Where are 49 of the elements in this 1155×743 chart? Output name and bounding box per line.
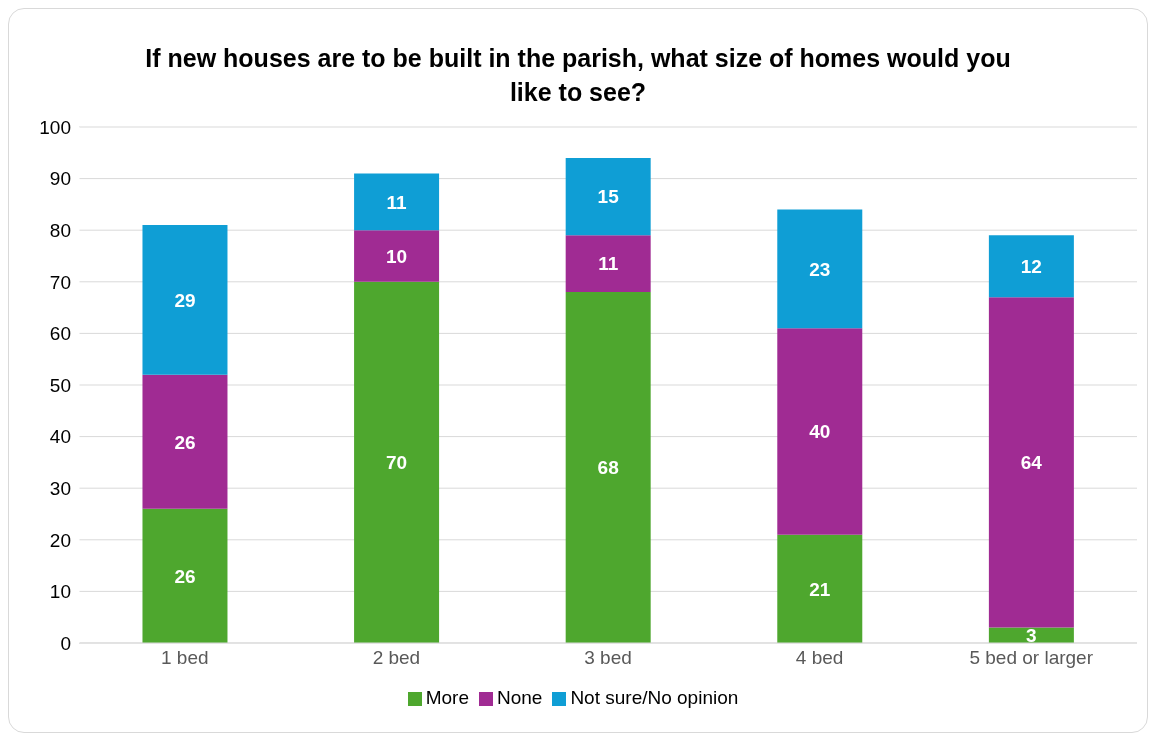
y-tick-label: 30 (49, 477, 71, 499)
y-tick-label: 0 (60, 632, 71, 654)
data-label: 26 (174, 431, 196, 453)
bar (565, 235, 651, 293)
y-tick-label: 80 (49, 219, 71, 241)
y-tick-label: 20 (49, 529, 71, 551)
bar (565, 157, 651, 236)
bar (354, 173, 440, 231)
bar (142, 508, 228, 643)
data-label: 26 (174, 565, 196, 587)
bar (988, 297, 1074, 628)
data-label: 40 (809, 421, 831, 443)
data-label: 11 (598, 253, 619, 275)
y-tick-label: 100 (39, 116, 71, 138)
data-label: 64 (1020, 452, 1043, 474)
data-label: 11 (386, 191, 408, 213)
y-tick-label: 60 (49, 323, 71, 345)
x-tick-label: 3 bed (584, 647, 632, 669)
x-tick-label: 2 bed (372, 647, 421, 669)
bar (142, 225, 228, 375)
bar (354, 230, 440, 282)
x-tick-label: 5 bed or larger (969, 647, 1094, 669)
bar (777, 209, 863, 329)
legend-label: More (425, 687, 469, 708)
y-tick-label: 10 (49, 581, 71, 603)
x-tick-label: 4 bed (795, 647, 844, 669)
data-label: 15 (597, 186, 620, 208)
bar (988, 235, 1074, 298)
data-label: 23 (809, 258, 831, 280)
data-label: 68 (597, 457, 619, 479)
y-tick-label: 90 (49, 168, 71, 190)
y-tick-label: 50 (49, 374, 71, 396)
data-label: 29 (174, 289, 196, 311)
data-label: 12 (1020, 256, 1042, 278)
bar (354, 281, 440, 643)
y-tick-label: 70 (49, 271, 71, 293)
legend-label: Not sure/No opinion (570, 687, 739, 708)
bar (777, 328, 863, 535)
x-tick-label: 1 bed (161, 647, 209, 669)
bar (565, 292, 651, 643)
bar (142, 374, 228, 509)
data-label: 10 (386, 245, 408, 267)
y-tick-label: 40 (49, 426, 71, 448)
bar (777, 534, 863, 643)
data-label: 70 (386, 452, 408, 474)
legend-label: None (496, 687, 543, 708)
chart-title: If new houses are to be built in the parish, what size of homes would you like to see? (144, 43, 1012, 108)
data-label: 21 (809, 578, 831, 600)
data-label: 3 (1026, 625, 1037, 647)
